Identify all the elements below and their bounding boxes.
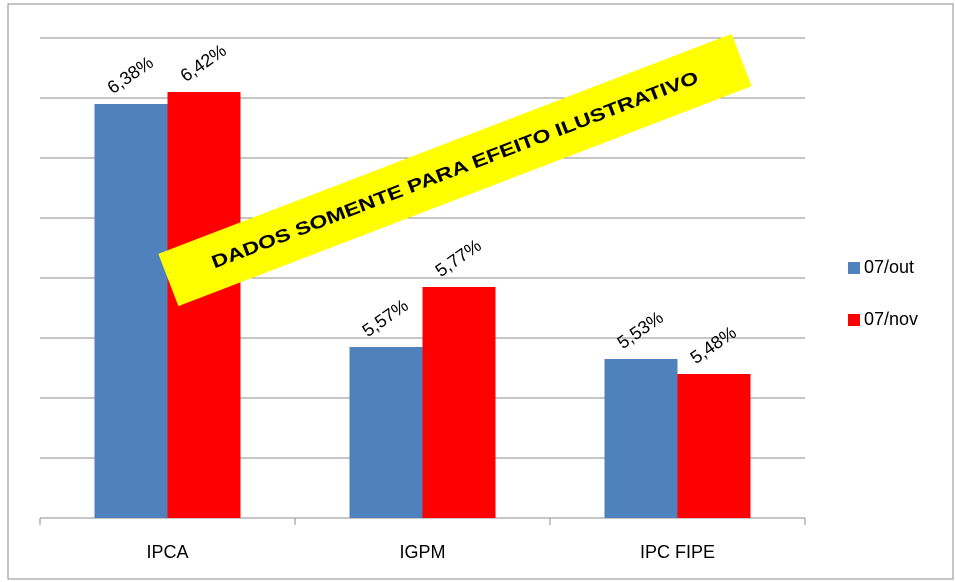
legend-label: 07/out	[864, 257, 914, 277]
legend-swatch	[848, 314, 860, 326]
bar	[349, 347, 423, 518]
bar	[677, 374, 751, 518]
legend-label: 07/nov	[864, 309, 918, 329]
bar	[94, 104, 168, 518]
bar	[422, 287, 496, 518]
legend-swatch	[848, 262, 860, 274]
x-tick-label: IPCA	[146, 542, 188, 562]
x-tick-label: IPC FIPE	[640, 542, 715, 562]
x-tick-label: IGPM	[399, 542, 445, 562]
banner-background	[158, 33, 752, 307]
bar	[604, 359, 678, 518]
